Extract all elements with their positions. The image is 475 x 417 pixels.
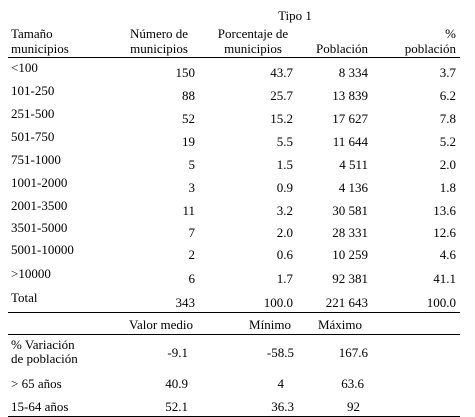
row-pct: 0.6 bbox=[276, 247, 293, 262]
age15-64-min: 36.3 bbox=[271, 399, 294, 414]
max-header: Máximo bbox=[317, 317, 363, 332]
row-pctpop: 7.8 bbox=[439, 111, 456, 126]
over65-min: 4 bbox=[277, 376, 285, 391]
total-pctpop: 100.0 bbox=[426, 295, 456, 310]
row-num: 5 bbox=[188, 157, 196, 172]
row-pct: 43.7 bbox=[270, 65, 293, 80]
age15-64-max: 92 bbox=[347, 399, 360, 414]
row-pop: 8 334 bbox=[338, 65, 368, 80]
age15-64-label: 15-64 años bbox=[11, 399, 69, 414]
row-pop: 4 511 bbox=[339, 157, 368, 172]
num-header-line2: municipios bbox=[130, 41, 188, 56]
row-size-label: 751-1000 bbox=[11, 152, 61, 167]
row-pop: 28 331 bbox=[332, 225, 368, 240]
min-header: Mínimo bbox=[249, 317, 291, 332]
variation-max: 167.6 bbox=[338, 345, 368, 360]
row-num: 19 bbox=[182, 134, 195, 149]
row-pctpop: 4.6 bbox=[439, 247, 456, 262]
row-pop: 10 259 bbox=[332, 247, 368, 262]
row-size-label: >10000 bbox=[11, 266, 51, 281]
row-size-label: 2001-3500 bbox=[11, 198, 68, 213]
row-num: 7 bbox=[188, 225, 196, 240]
row-pct: 5.5 bbox=[276, 134, 293, 149]
row-pctpop: 13.6 bbox=[433, 203, 456, 218]
over65-label: > 65 años bbox=[11, 376, 62, 391]
row-pct: 2.0 bbox=[276, 225, 293, 240]
header-rule bbox=[8, 57, 460, 58]
row-size-label: 101-250 bbox=[11, 83, 55, 98]
row-num: 88 bbox=[182, 88, 195, 103]
row-pctpop: 41.1 bbox=[433, 271, 456, 286]
row-pctpop: 3.7 bbox=[439, 65, 456, 80]
size-header: Tamaño bbox=[11, 27, 53, 41]
pctpop-header-line1: % bbox=[445, 26, 456, 41]
pctpop-header-line2: población bbox=[404, 41, 456, 56]
size-header-line2: municipios bbox=[11, 41, 69, 56]
row-size-label: 1001-2000 bbox=[11, 175, 68, 190]
size-header-line1: Tamaño bbox=[11, 26, 53, 41]
row-pop: 11 644 bbox=[332, 134, 368, 149]
population-header: Población bbox=[316, 41, 368, 56]
row-pctpop: 6.2 bbox=[439, 88, 456, 103]
row-size-label: 5001-10000 bbox=[11, 242, 74, 257]
row-pctpop: 1.8 bbox=[439, 180, 456, 195]
variation-min: -58.5 bbox=[266, 345, 294, 360]
table-separator-rule bbox=[8, 312, 460, 313]
row-num: 11 bbox=[182, 203, 195, 218]
pct-header-line1: Porcentaje de bbox=[217, 26, 289, 41]
row-pop: 92 381 bbox=[332, 271, 368, 286]
mean-header: Valor medio bbox=[129, 317, 193, 332]
age15-64-mean: 52.1 bbox=[165, 399, 188, 414]
over65-mean: 40.9 bbox=[165, 376, 188, 391]
variation-label-line1: % Variación bbox=[11, 337, 75, 352]
row-pct: 1.5 bbox=[276, 157, 293, 172]
row-num: 2 bbox=[188, 247, 196, 262]
row-size-label: 501-750 bbox=[11, 129, 55, 144]
row-pct: 1.7 bbox=[276, 271, 293, 286]
row-pop: 30 581 bbox=[332, 203, 368, 218]
table2-header-rule bbox=[8, 334, 460, 335]
row-pct: 15.2 bbox=[270, 111, 293, 126]
total-num: 343 bbox=[175, 295, 196, 310]
variation-label-line2: de población bbox=[11, 351, 78, 366]
row-num: 3 bbox=[188, 180, 196, 195]
row-pct: 0.9 bbox=[276, 180, 293, 195]
row-num: 6 bbox=[188, 271, 196, 286]
row-pop: 4 136 bbox=[338, 180, 368, 195]
row-pctpop: 12.6 bbox=[433, 225, 456, 240]
size-header-2: municipios bbox=[11, 42, 69, 56]
row-pctpop: 2.0 bbox=[439, 157, 456, 172]
total-label: Total bbox=[11, 290, 38, 305]
row-size-label: 3501-5000 bbox=[11, 220, 68, 235]
row-pct: 3.2 bbox=[276, 203, 293, 218]
row-pop: 13 839 bbox=[332, 88, 368, 103]
variation-mean: -9.1 bbox=[167, 345, 188, 360]
row-size-label: 251-500 bbox=[11, 106, 55, 121]
row-pop: 17 627 bbox=[332, 111, 368, 126]
pct-header-line2: municipios bbox=[224, 41, 282, 56]
row-num: 150 bbox=[175, 65, 196, 80]
num-header-line1: Número de bbox=[129, 26, 189, 41]
over65-max: 63.6 bbox=[341, 376, 364, 391]
row-num: 52 bbox=[182, 111, 195, 126]
row-pctpop: 5.2 bbox=[439, 134, 456, 149]
total-pct: 100.0 bbox=[263, 295, 293, 310]
total-pop: 221 643 bbox=[325, 295, 368, 310]
group-header: Tipo 1 bbox=[278, 8, 312, 23]
row-pct: 25.7 bbox=[270, 88, 293, 103]
row-size-label: <100 bbox=[11, 60, 38, 75]
